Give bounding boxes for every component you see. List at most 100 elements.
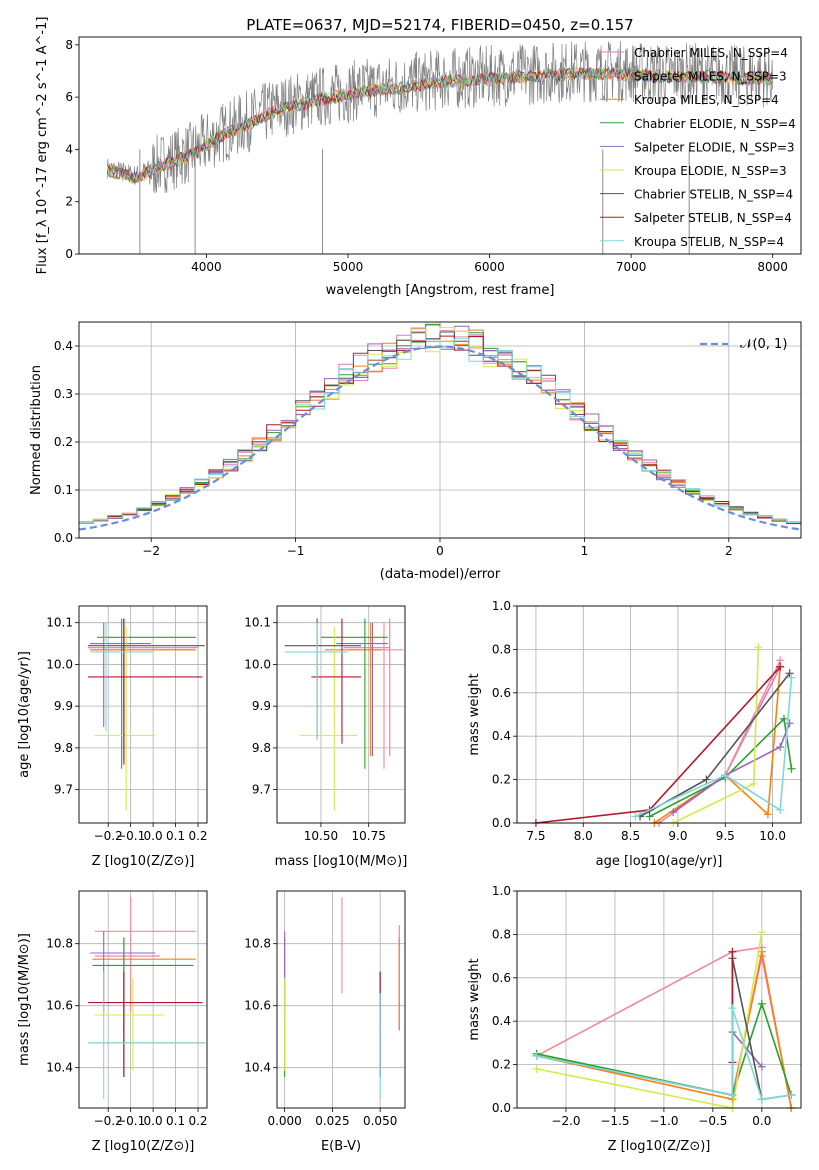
y-tick-label: 9.7 <box>54 783 73 797</box>
x-axis-label: E(B-V) <box>321 1139 361 1154</box>
legend-label: Kroupa ELODIE, N_SSP=3 <box>634 164 787 178</box>
y-tick-label: 10.8 <box>46 937 73 951</box>
mass_vs_ebv-points <box>284 897 400 1099</box>
legend-label: Chabrier MILES, N_SSP=4 <box>634 46 788 60</box>
x-tick-label: −0.2 <box>94 1114 123 1128</box>
x-tick-label: 0.2 <box>188 1114 207 1128</box>
x-tick-label: 10.75 <box>352 829 386 843</box>
x-tick-label: 0.0 <box>144 829 163 843</box>
x-tick-label: 0.1 <box>166 1114 185 1128</box>
y-tick-label: 10.4 <box>46 1061 73 1075</box>
y-tick-label: 9.9 <box>252 699 271 713</box>
y-axis-label: Normed distribution <box>29 365 44 495</box>
y-tick-label: 0.0 <box>492 1101 511 1115</box>
x-tick-label: 6000 <box>474 260 505 274</box>
x-tick-label: 4000 <box>191 260 222 274</box>
y-tick-label: 0.0 <box>54 531 73 545</box>
y-tick-label: 6 <box>65 90 73 104</box>
y-axis-label: mass weight <box>467 673 482 755</box>
y-tick-label: 4 <box>65 142 73 156</box>
x-tick-label: 0.1 <box>166 829 185 843</box>
normal-curve <box>79 345 801 531</box>
y-tick-label: 10.4 <box>244 1061 271 1075</box>
legend-label: Kroupa MILES, N_SSP=4 <box>634 93 779 107</box>
plot-frame <box>78 36 802 255</box>
plot-frame <box>78 605 208 824</box>
histogram-group <box>79 323 801 531</box>
spectrum-axes <box>75 44 774 258</box>
y-tick-label: 9.8 <box>54 741 73 755</box>
x-tick-label: 7000 <box>616 260 647 274</box>
x-tick-label: 0.000 <box>267 1114 301 1128</box>
y-tick-label: 9.9 <box>54 699 73 713</box>
y-tick-label: 0.2 <box>54 435 73 449</box>
plot-frame <box>78 321 802 539</box>
y-tick-label: 10.0 <box>46 657 73 671</box>
weight-line-kroupa-miles <box>653 666 781 824</box>
histogram-step-kroupa-stelib <box>79 327 801 526</box>
x-axis-label: wavelength [Angstrom, rest frame] <box>326 283 555 298</box>
age_vs_mass-axes <box>273 606 405 827</box>
residuals-axes <box>75 322 801 542</box>
y-tick-label: 1.0 <box>492 884 511 898</box>
y-axis-label: mass [log10(M/M⊙)] <box>17 933 32 1066</box>
weight-line-salpeter-elodie <box>672 722 791 813</box>
y-tick-label: 10.6 <box>244 999 271 1013</box>
x-tick-label: 8.5 <box>621 829 640 843</box>
x-tick-label: 9.5 <box>716 829 735 843</box>
weight-line-salpeter-elodie <box>731 1031 763 1068</box>
y-tick-label: 1.0 <box>492 599 511 613</box>
weight-line-salpeter-miles <box>536 946 762 1057</box>
y-tick-label: 0.8 <box>492 927 511 941</box>
y-tick-label: 10.8 <box>244 937 271 951</box>
y-tick-label: 8 <box>65 38 73 52</box>
legend-label: Chabrier ELODIE, N_SSP=4 <box>634 117 796 131</box>
y-tick-label: 2 <box>65 195 73 209</box>
legend-label: Salpeter ELODIE, N_SSP=3 <box>634 140 795 154</box>
legend-label: Chabrier STELIB, N_SSP=4 <box>634 188 793 202</box>
model-line-kroupa-stelib <box>106 66 772 183</box>
x-tick-label: −0.5 <box>698 1114 727 1128</box>
y-tick-label: 0.1 <box>54 483 73 497</box>
y-tick-label: 9.7 <box>252 783 271 797</box>
y-tick-label: 0.6 <box>492 971 511 985</box>
x-tick-label: 0 <box>436 544 444 558</box>
x-tick-label: 1 <box>581 544 589 558</box>
y-tick-label: 0.4 <box>54 339 73 353</box>
x-axis-label: mass [log10(M/M⊙)] <box>275 854 408 869</box>
y-axis-label: Flux [f_λ 10^-17 erg cm^-2 s^-1 A^-1] <box>35 17 50 275</box>
plot-frame <box>516 890 802 1109</box>
x-tick-label: −1.5 <box>600 1114 629 1128</box>
plot-frame <box>78 890 208 1109</box>
mass_weight_vs_Z-series <box>532 928 796 1112</box>
x-tick-label: 0.0 <box>144 1114 163 1128</box>
mass_weight_vs_age-series <box>531 643 796 827</box>
age_vs_mass-points <box>284 618 404 811</box>
x-tick-label: 8.0 <box>574 829 593 843</box>
x-axis-label: Z [log10(Z/Z⊙)] <box>608 1139 711 1154</box>
y-tick-label: 0.0 <box>492 816 511 830</box>
x-tick-label: −1.0 <box>649 1114 678 1128</box>
y-tick-label: 0.3 <box>54 387 73 401</box>
x-axis-label: Z [log10(Z/Z⊙)] <box>92 1139 195 1154</box>
y-tick-label: 10.0 <box>244 657 271 671</box>
spectrum-lines <box>106 40 774 254</box>
age_vs_Z-points <box>87 618 205 811</box>
x-tick-label: 5000 <box>333 260 364 274</box>
y-tick-label: 9.8 <box>252 741 271 755</box>
plot-frame <box>276 605 406 824</box>
legend-label: Salpeter MILES, N_SSP=3 <box>634 70 787 84</box>
y-tick-label: 0.4 <box>492 729 511 743</box>
model-line-salpeter-stelib <box>106 67 772 183</box>
y-tick-label: 0 <box>65 247 73 261</box>
mass_vs_Z-points <box>87 897 205 1099</box>
plot-frame <box>276 890 406 1109</box>
y-tick-label: 10.1 <box>46 616 73 630</box>
y-tick-label: 0.2 <box>492 1058 511 1072</box>
mass_vs_ebv-axes <box>273 891 405 1112</box>
x-tick-label: −0.1 <box>116 1114 145 1128</box>
x-tick-label: 0.2 <box>188 829 207 843</box>
x-tick-label: −0.2 <box>94 829 123 843</box>
y-axis-label: mass weight <box>467 958 482 1040</box>
